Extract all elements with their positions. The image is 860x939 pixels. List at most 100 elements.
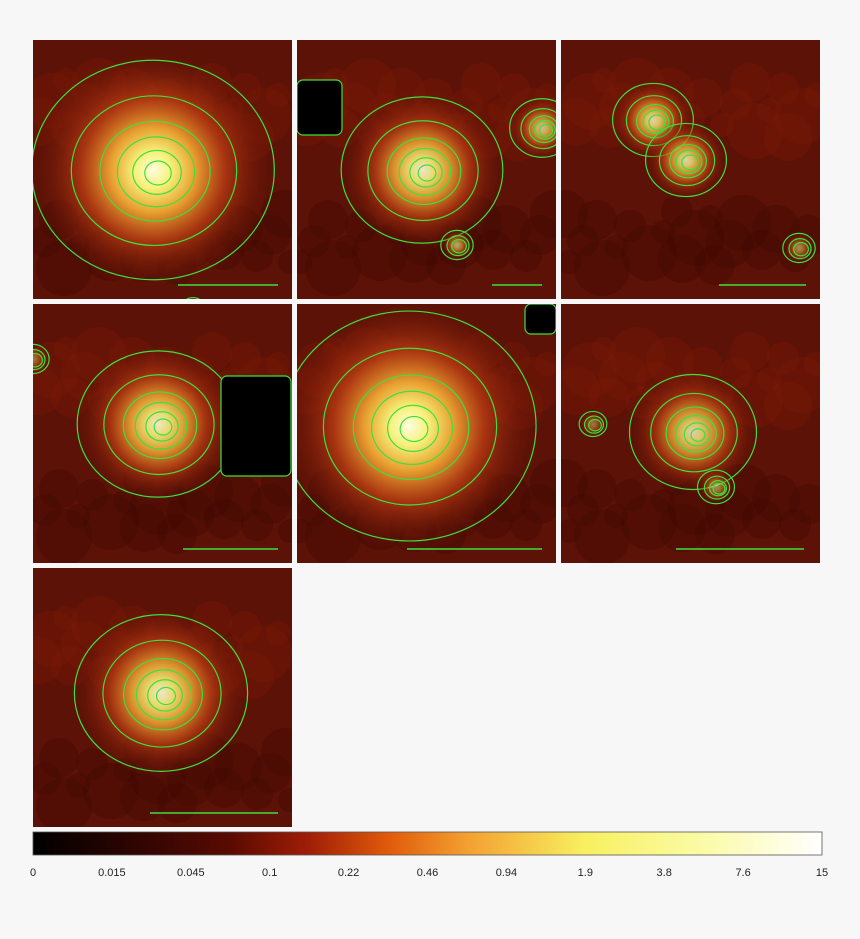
contour xyxy=(451,238,467,254)
noise xyxy=(658,235,706,283)
noise xyxy=(308,200,348,240)
noise xyxy=(520,484,556,524)
contour xyxy=(696,469,736,505)
noise xyxy=(241,778,273,810)
noise xyxy=(599,352,647,400)
noise xyxy=(561,459,588,507)
contour xyxy=(690,428,706,442)
noise xyxy=(757,367,781,391)
contour xyxy=(398,147,452,196)
noise xyxy=(592,337,616,361)
masked-region xyxy=(297,79,343,136)
noise xyxy=(83,494,139,550)
noise xyxy=(621,494,677,550)
noise xyxy=(535,352,556,376)
contour xyxy=(417,164,437,182)
noise xyxy=(592,68,616,92)
contour xyxy=(628,373,758,491)
contour xyxy=(116,136,196,208)
contour xyxy=(528,115,556,144)
image-panel xyxy=(561,40,820,299)
contour xyxy=(440,229,474,261)
noise xyxy=(651,489,675,513)
source-glow xyxy=(697,468,735,506)
noise xyxy=(577,200,617,240)
noise xyxy=(204,768,244,808)
noise xyxy=(730,332,770,372)
noise xyxy=(520,215,556,255)
image-panel xyxy=(297,40,556,299)
noise xyxy=(774,88,820,144)
contour xyxy=(147,679,183,712)
contour xyxy=(103,374,215,476)
noise xyxy=(33,763,61,795)
colorbar xyxy=(32,831,823,856)
noise xyxy=(561,190,588,238)
contour xyxy=(578,410,608,438)
noise xyxy=(297,250,312,274)
contour xyxy=(99,120,211,222)
contour xyxy=(73,614,249,772)
source-glow xyxy=(297,304,536,553)
contour xyxy=(583,415,605,434)
noise xyxy=(561,250,581,274)
colorbar-tick-label: 15 xyxy=(816,867,828,879)
noise xyxy=(76,748,108,780)
noise xyxy=(251,484,291,524)
colorbar-tick-label: 3.8 xyxy=(657,867,672,879)
contour xyxy=(782,232,816,264)
noise xyxy=(204,499,244,539)
contour xyxy=(520,108,556,150)
noise xyxy=(297,519,312,543)
contour xyxy=(386,137,462,206)
noise xyxy=(804,83,820,107)
contour xyxy=(322,347,498,506)
contour xyxy=(340,96,504,244)
contour xyxy=(352,374,470,481)
noise xyxy=(727,103,783,159)
contour xyxy=(588,418,602,432)
noise xyxy=(757,98,781,122)
noise xyxy=(510,240,542,272)
noise xyxy=(76,479,108,511)
noise xyxy=(54,606,78,630)
contour xyxy=(712,482,726,495)
noise xyxy=(83,763,139,819)
contour xyxy=(675,414,717,453)
noise xyxy=(530,459,556,507)
noise xyxy=(614,210,646,242)
noise xyxy=(604,504,628,528)
source-glow xyxy=(77,343,239,505)
colorbar-tick-label: 0.94 xyxy=(496,867,517,879)
contour xyxy=(669,143,707,179)
image-panel xyxy=(33,304,292,563)
contour xyxy=(793,241,809,257)
noise xyxy=(461,63,501,103)
noise xyxy=(33,367,62,415)
noise xyxy=(278,519,292,543)
noise xyxy=(661,195,693,227)
noise xyxy=(488,98,512,122)
noise xyxy=(710,113,734,137)
source-glow xyxy=(629,368,757,496)
noise xyxy=(229,611,261,643)
contour xyxy=(135,669,193,721)
noise xyxy=(561,367,600,415)
noise xyxy=(157,514,197,554)
contour xyxy=(123,657,203,731)
noise xyxy=(752,474,800,522)
source-glow xyxy=(645,119,727,201)
colorbar-tick-label: 7.6 xyxy=(735,867,750,879)
noise xyxy=(764,113,812,161)
colorbar-tick-label: 0.045 xyxy=(177,867,205,879)
noise xyxy=(483,205,531,253)
image-panel xyxy=(33,568,292,827)
noise xyxy=(251,753,291,793)
contour xyxy=(534,119,556,140)
noise xyxy=(658,504,706,552)
noise xyxy=(614,479,646,511)
colorbar-tick-label: 1.9 xyxy=(578,867,593,879)
contour xyxy=(788,238,812,260)
noise xyxy=(261,728,292,776)
